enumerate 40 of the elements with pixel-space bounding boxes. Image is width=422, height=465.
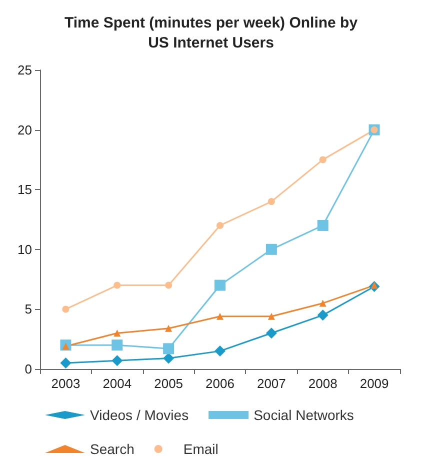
point <box>112 355 123 366</box>
x-tick-label: 2008 <box>308 376 338 391</box>
point <box>266 244 277 255</box>
point <box>317 220 328 231</box>
x-tick-label: 2009 <box>360 376 389 391</box>
point <box>319 300 326 307</box>
legend-label: Email <box>183 441 218 457</box>
y-tick-label: 20 <box>18 122 32 138</box>
point <box>165 324 172 332</box>
y-tick-label: 15 <box>18 182 32 198</box>
point <box>62 306 70 313</box>
point <box>216 222 224 229</box>
chart-title: Time Spent (minutes per week) Online by US Internet Users <box>64 14 358 52</box>
point <box>214 346 226 357</box>
y-tick-label: 0 <box>24 362 32 376</box>
point <box>163 352 174 364</box>
point <box>317 310 328 321</box>
point <box>214 280 226 291</box>
point <box>163 343 174 354</box>
point <box>266 328 277 339</box>
point <box>60 358 72 369</box>
point <box>268 198 275 206</box>
legend-label: Social Networks <box>254 407 354 423</box>
point <box>112 340 123 351</box>
y-tick-label: 5 <box>24 302 32 317</box>
x-tick-label: 2007 <box>256 376 286 391</box>
x-tick-label: 2005 <box>154 376 184 391</box>
x-tick-label: 2003 <box>51 376 80 391</box>
point <box>319 156 326 164</box>
point <box>216 312 224 320</box>
x-tick-label: 2004 <box>102 376 132 391</box>
point <box>114 330 121 337</box>
y-tick-label: 25 <box>18 62 32 78</box>
legend-label: Videos / Movies <box>90 407 189 423</box>
point <box>268 312 275 320</box>
point <box>165 282 172 289</box>
point <box>114 282 121 289</box>
x-tick-label: 2006 <box>206 376 234 391</box>
y-tick-label: 10 <box>18 242 32 257</box>
legend-label: Search <box>90 441 134 457</box>
